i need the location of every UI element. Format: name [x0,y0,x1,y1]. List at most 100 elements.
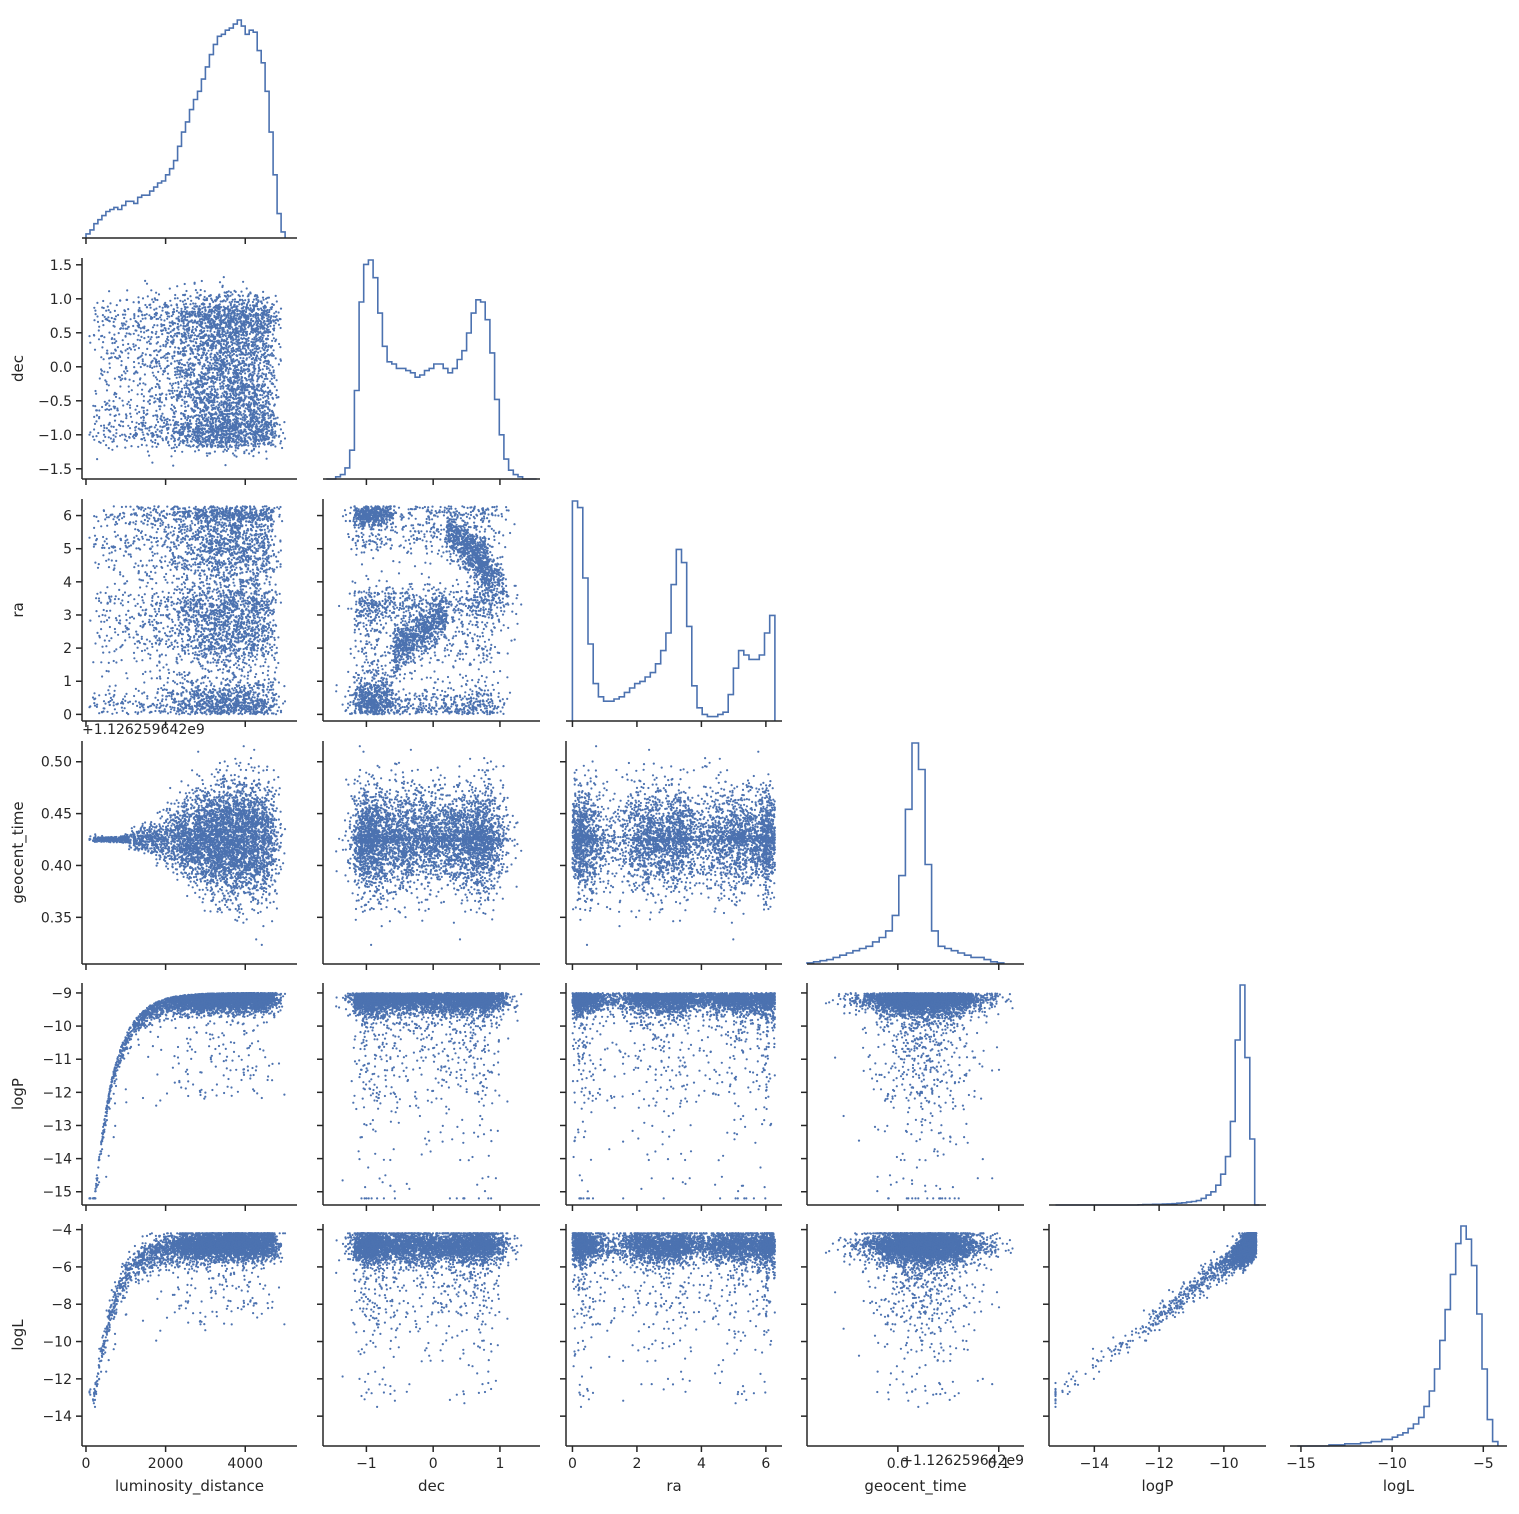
scatter-point [252,320,254,322]
scatter-point [95,420,97,422]
scatter-point [94,405,96,407]
scatter-point [143,364,145,366]
scatter-point [273,312,275,314]
scatter-point [226,388,228,390]
scatter-point [109,320,111,322]
scatter-point [248,300,250,302]
scatter-point [257,377,259,379]
scatter-point [150,354,152,356]
scatter-point [143,407,145,409]
scatter-point [204,309,206,311]
scatter-point [195,426,197,428]
scatter-point [169,288,171,290]
scatter-point [128,401,130,403]
scatter-point [264,419,266,421]
scatter-point [259,443,261,445]
scatter-point [167,432,169,434]
scatter-point [241,379,243,381]
scatter-point [174,390,176,392]
scatter-point [140,336,142,338]
scatter-point [193,396,195,398]
scatter-point [205,393,207,395]
scatter-point [220,314,222,316]
scatter-point [167,373,169,375]
scatter-point [189,376,191,378]
scatter-point [134,429,136,431]
scatter-point [262,424,264,426]
scatter-point [228,290,230,292]
scatter-point [209,442,211,444]
scatter-point [162,307,164,309]
scatter-point [196,378,198,380]
scatter-point [151,446,153,448]
scatter-point [146,283,148,285]
scatter-point [160,367,162,369]
scatter-point [206,452,208,454]
scatter-point [111,317,113,319]
scatter-point [126,299,128,301]
scatter-point [114,310,116,312]
scatter-point [283,421,285,423]
scatter-point [184,354,186,356]
scatter-point [108,447,110,449]
scatter-point [205,399,207,401]
scatter-point [260,307,262,309]
scatter-point [147,295,149,297]
scatter-point [205,342,207,344]
scatter-point [231,430,233,432]
scatter-point [124,447,126,449]
scatter-point [174,371,176,373]
scatter-point [268,297,270,299]
scatter-point [174,450,176,452]
scatter-point [102,341,104,343]
scatter-point [244,394,246,396]
scatter-point [114,349,116,351]
scatter-point [186,424,188,426]
scatter-point [186,419,188,421]
scatter-point [132,343,134,345]
scatter-point [206,388,208,390]
scatter-point [171,320,173,322]
scatter-point [177,386,179,388]
scatter-point [184,294,186,296]
scatter-point [199,421,201,423]
scatter-point [254,443,256,445]
scatter-point [223,347,225,349]
scatter-point [113,321,115,323]
scatter-point [204,290,206,292]
scatter-point [144,422,146,424]
scatter-point [272,366,274,368]
scatter-point [149,338,151,340]
scatter-point [124,314,126,316]
scatter-point [273,375,275,377]
scatter-point [252,349,254,351]
scatter-point [244,372,246,374]
scatter-point [256,404,258,406]
scatter-point [179,373,181,375]
scatter-point [184,375,186,377]
scatter-point [108,332,110,334]
scatter-point [176,377,178,379]
scatter-point [126,370,128,372]
scatter-point [140,331,142,333]
scatter-point [271,440,273,442]
scatter-point [127,425,129,427]
scatter-point [135,435,137,437]
scatter-point [228,396,230,398]
scatter-point [167,336,169,338]
scatter-point [184,417,186,419]
scatter-point [138,347,140,349]
scatter-point [231,301,233,303]
scatter-point [153,309,155,311]
scatter-point [204,372,206,374]
scatter-point [252,455,254,457]
scatter-point [199,408,201,410]
scatter-point [183,311,185,313]
scatter-point [142,327,144,329]
scatter-point [231,433,233,435]
scatter-point [242,357,244,359]
scatter-point [210,365,212,367]
scatter-point [274,432,276,434]
scatter-point [180,423,182,425]
